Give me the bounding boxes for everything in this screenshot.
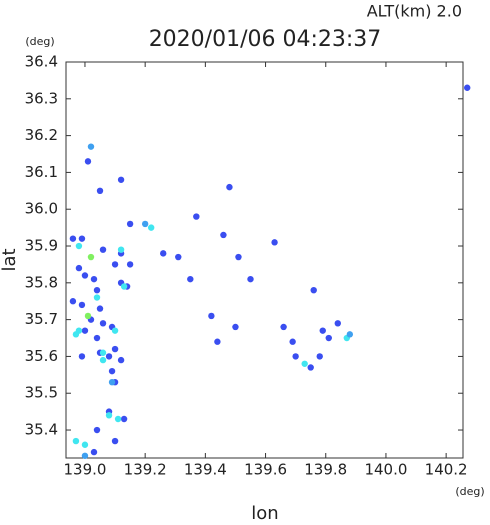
echo-point [99, 349, 107, 356]
echo-point [93, 334, 101, 342]
echo-point [108, 378, 116, 386]
echo-point [226, 183, 233, 191]
x-unit: (deg) [455, 485, 484, 498]
echo-point [81, 441, 89, 448]
echo-point [84, 158, 92, 165]
echo-point [90, 275, 98, 283]
plot-frame [65, 61, 464, 459]
echo-point [111, 437, 119, 445]
echo-point [187, 275, 194, 283]
echo-point [87, 143, 95, 150]
y-tick-label: 35.7 [25, 310, 58, 328]
echo-point [114, 415, 122, 423]
echo-point [72, 331, 80, 338]
x-tick-label: 140.0 [364, 461, 407, 479]
echo-point [81, 452, 89, 459]
echo-point [75, 242, 83, 250]
echo-point [117, 246, 125, 253]
echo-point [292, 353, 299, 360]
x-tick-label: 140.2 [425, 461, 468, 479]
echo-point [289, 338, 296, 345]
x-tick-label: 139.6 [244, 461, 287, 479]
echo-point [316, 353, 323, 360]
echo-point [208, 312, 215, 320]
echo-point [232, 323, 239, 331]
echo-point [96, 305, 104, 312]
echo-point [93, 286, 101, 294]
echo-point [78, 301, 86, 309]
echo-point [75, 264, 83, 272]
echo-point [99, 246, 107, 253]
echo-point [126, 261, 134, 268]
echo-point [319, 327, 326, 334]
x-tick-label: 139.0 [63, 461, 106, 479]
echo-point [69, 298, 77, 305]
echo-point [117, 176, 125, 183]
y-tick-label: 36.1 [25, 163, 58, 181]
echo-point [69, 235, 77, 242]
y-tick-label: 35.5 [25, 384, 58, 402]
echo-point [214, 338, 221, 345]
echo-point [334, 320, 341, 327]
y-tick-label: 36.2 [25, 126, 58, 144]
echo-point [235, 253, 242, 261]
y-tick-label: 35.9 [25, 237, 58, 255]
echo-point [90, 448, 98, 456]
echo-point [111, 345, 119, 353]
chart-title: 2020/01/06 04:23:37 [149, 27, 382, 52]
echo-point [111, 327, 119, 334]
echo-point [141, 220, 149, 228]
echo-point [93, 426, 101, 434]
echo-point [325, 334, 332, 342]
echo-point [175, 253, 182, 261]
echo-point [99, 320, 107, 327]
echo-point [78, 235, 86, 242]
echo-point [84, 312, 92, 320]
echo-point [160, 250, 167, 257]
echo-point [193, 213, 200, 220]
chart-subtitle: ALT(km) 2.0 [367, 2, 462, 21]
y-axis-label: lat [0, 248, 20, 271]
echo-point [81, 327, 89, 334]
echo-point [220, 231, 227, 239]
echo-point [72, 437, 80, 445]
echo-point [111, 261, 119, 268]
echo-point [93, 294, 101, 301]
echo-point [78, 353, 86, 360]
echo-point [147, 224, 155, 231]
x-tick-label: 139.4 [184, 461, 227, 479]
echo-point [108, 367, 116, 375]
echo-point [96, 187, 104, 195]
echo-point [117, 356, 125, 364]
y-tick-label: 35.8 [25, 273, 58, 291]
echo-point [346, 331, 354, 338]
echo-point [81, 272, 89, 279]
echo-point [105, 353, 113, 360]
x-axis-label: lon [251, 503, 278, 521]
echo-point [105, 412, 113, 419]
echo-point [99, 356, 107, 364]
echo-point [271, 239, 278, 246]
y-tick-label: 35.4 [25, 421, 58, 439]
y-tick-label: 36.0 [25, 200, 58, 218]
echo-point [247, 275, 254, 283]
y-tick-label: 35.6 [25, 347, 58, 365]
echo-point [120, 283, 128, 290]
echo-point [301, 360, 308, 367]
x-tick-label: 139.8 [304, 461, 347, 479]
echo-point [120, 415, 128, 423]
echo-point [310, 286, 317, 294]
y-tick-label: 36.4 [25, 53, 58, 71]
echo-point [87, 253, 95, 261]
y-unit: (deg) [25, 35, 54, 48]
x-tick-label: 139.2 [124, 461, 167, 479]
echo-point [126, 220, 134, 228]
y-tick-label: 36.3 [25, 89, 58, 107]
echo-point [464, 84, 471, 91]
echo-point [280, 323, 287, 331]
echo-point [307, 364, 314, 371]
